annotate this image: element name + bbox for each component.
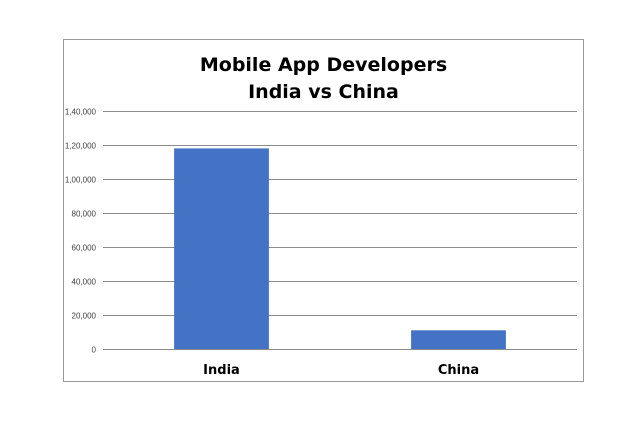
- chart-subtitle: India vs China: [248, 81, 399, 103]
- y-tick-label: 40,000: [72, 278, 97, 287]
- bar-india: [174, 148, 269, 349]
- bar-china: [411, 330, 506, 349]
- y-tick-label: 1,20,000: [65, 142, 97, 151]
- chart-title-block: Mobile App Developers India vs China: [63, 52, 584, 106]
- y-tick-label: 20,000: [72, 312, 97, 321]
- y-tick-label: 1,00,000: [65, 176, 97, 185]
- y-tick-label: 1,40,000: [65, 108, 97, 117]
- x-axis-categories: India China: [203, 363, 479, 378]
- y-tick-label: 60,000: [72, 244, 97, 253]
- bars: [174, 148, 506, 349]
- y-tick-label: 80,000: [72, 210, 97, 219]
- y-axis-ticks: 0 20,000 40,000 60,000 80,000 1,00,000 1,20,00…: [65, 108, 97, 355]
- category-label-india: India: [203, 363, 240, 378]
- chart-title: Mobile App Developers: [199, 54, 448, 76]
- category-label-china: China: [438, 363, 479, 378]
- y-tick-label: 0: [92, 346, 97, 355]
- chart-frame: [63, 39, 584, 382]
